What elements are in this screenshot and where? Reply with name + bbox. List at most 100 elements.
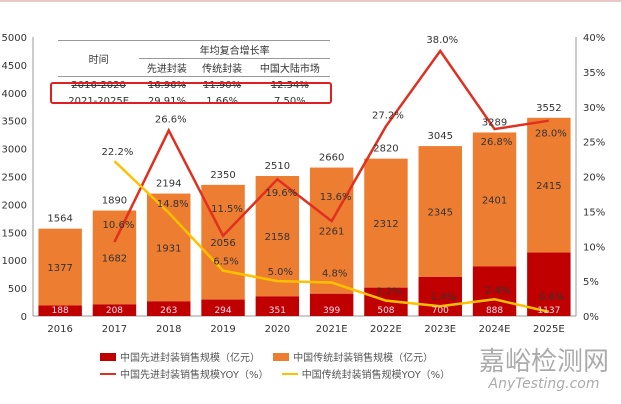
advanced-yoy-label: 19.6% [265, 188, 297, 199]
advanced-value-label: 351 [269, 306, 286, 316]
traditional-value-label: 2261 [319, 227, 344, 238]
total-label: 1890 [102, 196, 127, 207]
bar-traditional [201, 184, 245, 300]
traditional-yoy-label: 4.8% [322, 269, 347, 280]
y2-tick-label: 5% [583, 277, 599, 288]
x-tick-label: 2025E [533, 324, 565, 335]
advanced-yoy-label: 26.6% [155, 114, 187, 125]
y2-tick-label: 40% [583, 33, 605, 44]
legend-item-advanced: 中国先进封装销售规模（亿元） [100, 348, 260, 365]
highlight-box [50, 82, 332, 104]
traditional-value-label: 1931 [156, 243, 181, 254]
traditional-value-label: 2401 [482, 195, 507, 206]
legend-swatch [273, 352, 290, 361]
legend-item-advanced-yoy: 中国先进封装销售规模YOY（%） [100, 365, 269, 382]
bar-advanced [418, 276, 462, 316]
bar-advanced [201, 299, 245, 316]
bar-traditional [472, 132, 517, 267]
y-tick-label: 3500 [2, 117, 27, 128]
y2-tick-label: 0% [583, 312, 599, 323]
bar-advanced [309, 293, 354, 316]
advanced-yoy-label: 13.6% [320, 192, 352, 203]
advanced-value-label: 263 [160, 306, 177, 316]
y2-tick-label: 15% [583, 207, 605, 218]
table-cell: 16.96% [139, 76, 195, 93]
advanced-yoy-label: 27.2% [372, 110, 404, 121]
advanced-value-label: 399 [323, 306, 340, 316]
total-label: 2350 [210, 170, 235, 181]
x-tick-label: 2020 [265, 324, 290, 335]
advanced-yoy-label: 11.5% [211, 204, 243, 215]
table-cell: 2016-2020 [58, 76, 140, 93]
legend-line [100, 372, 116, 375]
bar-traditional [92, 210, 137, 305]
line-traditional-yoy [113, 160, 550, 314]
total-label: 2820 [373, 144, 398, 155]
legend-label: 中国先进封装销售规模（亿元） [120, 353, 260, 364]
advanced-yoy-label: 10.6% [103, 220, 135, 231]
x-tick-label: 2021E [316, 324, 348, 335]
y2-tick-label: 20% [583, 173, 605, 184]
advanced-yoy-label: 26.8% [481, 137, 513, 148]
y-tick-label: 3000 [2, 145, 27, 156]
x-tick-label: 2022E [370, 324, 402, 335]
legend-swatch [100, 352, 116, 361]
y-tick-label: 2500 [2, 173, 27, 184]
watermark: 嘉峪检测网 AnyTesting.com [470, 348, 618, 392]
y-tick-label: 2000 [2, 200, 27, 211]
traditional-value-label: 2415 [536, 181, 561, 192]
y2-tick-label: 35% [583, 68, 605, 79]
combo-chart: 0 500 1000 1500 2000 2500 3000 3500 4000 4500 5000… [2, 33, 606, 335]
table-cell: 2021-2025E [68, 95, 130, 107]
watermark-en: AnyTesting.com [488, 375, 600, 392]
bar-advanced [472, 266, 517, 316]
traditional-yoy-label: 2.4% [485, 285, 510, 296]
table-col-cn: 中国大陆市场 [249, 58, 330, 77]
line-advanced-yoy [113, 48, 550, 243]
traditional-value-label: 2056 [210, 238, 235, 249]
legend-item-traditional-yoy: 中国传统封装销售规模YOY（%） [281, 365, 451, 382]
x-tick-label: 2023E [424, 324, 456, 335]
bar-advanced [147, 301, 191, 316]
traditional-yoy-label: 2.2% [376, 287, 401, 298]
y-tick-label: 4500 [2, 61, 27, 72]
traditional-yoy-label: 0.6% [539, 292, 564, 303]
bar-advanced [92, 304, 137, 316]
y-tick-label: 1000 [2, 256, 27, 267]
table-row: 2021-2025E 29.91% 1.66% 7.50% [58, 93, 330, 109]
bar-traditional [527, 117, 571, 253]
traditional-value-label: 1377 [47, 263, 72, 274]
traditional-yoy-label: 22.2% [102, 147, 134, 158]
advanced-yoy-label: 28.0% [535, 129, 567, 140]
advanced-value-label: 294 [214, 306, 231, 316]
advanced-yoy-label: 38.0% [426, 35, 458, 46]
advanced-value-label: 208 [106, 306, 123, 316]
traditional-value-label: 2312 [373, 219, 398, 230]
legend: 中国先进封装销售规模（亿元） 中国传统封装销售规模（亿元） 中国先进封装销售规模… [100, 348, 460, 382]
traditional-yoy-label: 6.5% [213, 257, 238, 268]
total-label: 1564 [47, 214, 72, 225]
total-label: 2660 [319, 153, 344, 164]
total-label: 2510 [265, 161, 290, 172]
y-tick-label: 0 [21, 312, 27, 323]
total-label: 3045 [428, 131, 453, 142]
legend-line [281, 372, 298, 375]
table-cell: 29.91% [147, 95, 186, 107]
y-tick-label: 500 [8, 284, 27, 295]
traditional-value-label: 2345 [428, 208, 453, 219]
x-tick-label: 2024E [479, 324, 511, 335]
traditional-value-label: 1682 [102, 253, 127, 264]
x-tick-label: 2019 [210, 324, 235, 335]
bar-advanced [527, 252, 571, 316]
bar-advanced [38, 305, 82, 316]
table-col-trad: 传统封装 [194, 58, 250, 77]
bar-traditional [309, 167, 354, 294]
legend-label: 中国传统封装销售规模YOY（%） [301, 370, 451, 381]
cagr-table: 时间 年均复合增长率 先进封装 传统封装 中国大陆市场 2016-2020 16… [58, 40, 330, 109]
advanced-yoy-label: 14.8% [157, 199, 189, 210]
advanced-value-label: 888 [486, 306, 503, 316]
traditional-value-label: 2158 [265, 232, 290, 243]
y2-tick-label: 10% [583, 242, 605, 253]
bar-traditional [418, 146, 462, 277]
